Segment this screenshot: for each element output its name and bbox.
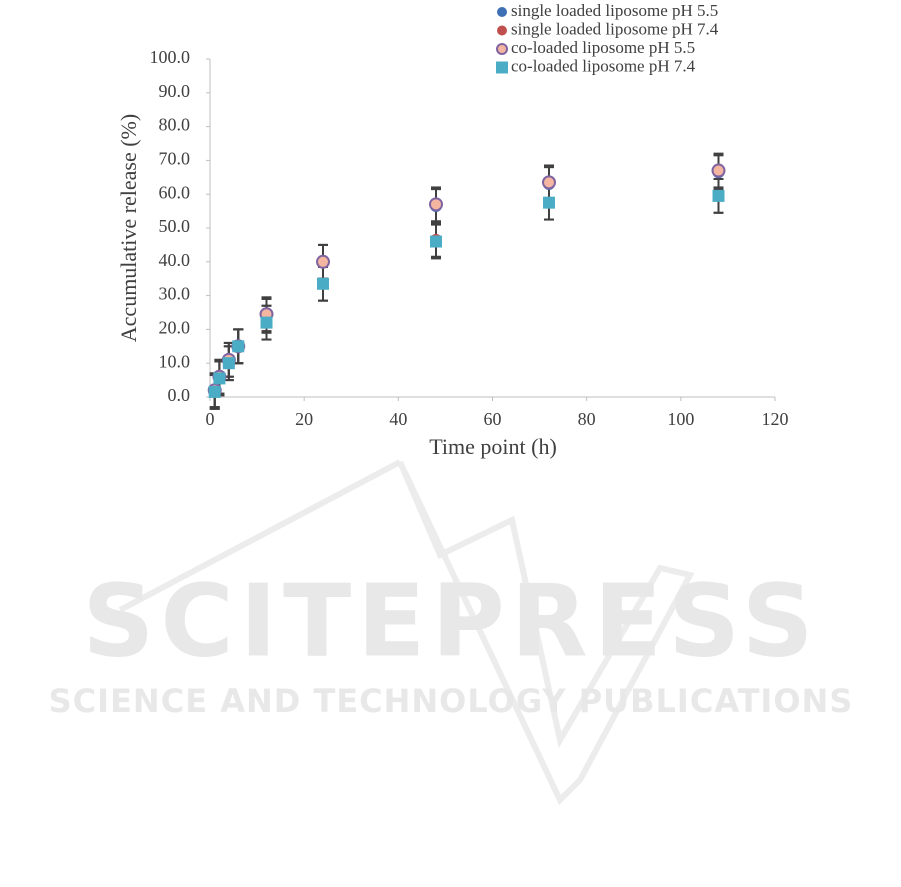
legend-marker — [496, 43, 508, 55]
point — [232, 340, 245, 353]
y-tick-label: 50.0 — [159, 216, 191, 236]
point — [222, 357, 235, 370]
y-tick-label: 60.0 — [159, 182, 191, 202]
x-tick-label: 100 — [667, 409, 694, 429]
legend-marker — [497, 7, 507, 17]
y-tick-label: 100.0 — [150, 47, 191, 67]
point — [542, 175, 556, 190]
y-tick-label: 80.0 — [159, 115, 191, 135]
point — [260, 316, 273, 329]
point — [429, 197, 443, 212]
y-tick-label: 90.0 — [159, 81, 191, 101]
point — [213, 372, 226, 385]
x-tick-label: 0 — [206, 409, 215, 429]
x-tick-label: 120 — [762, 409, 789, 429]
legend-label: co-loaded liposome pH 5.5 — [511, 38, 695, 57]
point — [711, 163, 726, 178]
y-tick-label: 0.0 — [168, 385, 191, 405]
watermark: SCITEPRESS SCIENCE AND TECHNOLOGY PUBLIC… — [49, 459, 854, 806]
x-axis-label: Time point (h) — [429, 434, 557, 459]
x-tick-label: 40 — [389, 409, 407, 429]
point — [316, 254, 330, 269]
y-axis-label: Accumulative release (%) — [116, 114, 141, 342]
watermark-book — [118, 459, 695, 806]
legend-label: single loaded liposome pH 5.5 — [511, 1, 718, 20]
legend-marker — [496, 61, 508, 74]
x-tick-label: 80 — [578, 409, 596, 429]
legend-label: co-loaded liposome pH 7.4 — [511, 56, 696, 75]
y-tick-label: 70.0 — [159, 149, 191, 169]
legend-label: single loaded liposome pH 7.4 — [511, 19, 719, 38]
point — [430, 235, 442, 248]
point — [317, 277, 329, 290]
point — [543, 196, 555, 209]
x-tick-label: 60 — [484, 409, 502, 429]
point — [208, 385, 221, 398]
point — [712, 189, 725, 202]
y-tick-label: 10.0 — [159, 351, 191, 371]
y-tick-label: 30.0 — [159, 284, 191, 304]
watermark-title: SCITEPRESS — [82, 562, 819, 679]
watermark-subtitle: SCIENCE AND TECHNOLOGY PUBLICATIONS — [49, 682, 854, 720]
legend-marker — [497, 25, 507, 36]
x-tick-label: 20 — [295, 409, 313, 429]
y-tick-label: 40.0 — [159, 250, 191, 270]
y-tick-label: 20.0 — [159, 318, 191, 338]
